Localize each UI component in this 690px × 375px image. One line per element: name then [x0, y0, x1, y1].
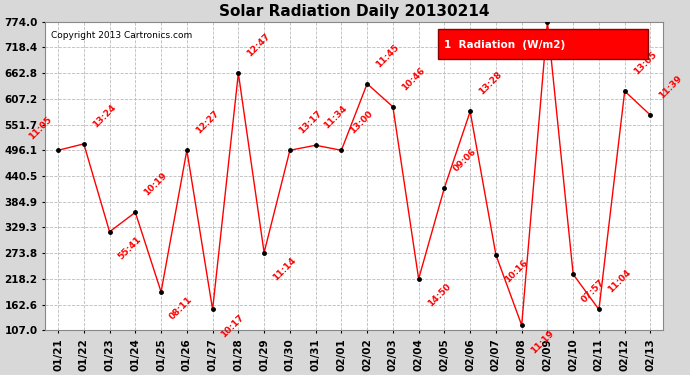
Text: 08:11: 08:11 — [168, 295, 195, 322]
Text: 11:39: 11:39 — [658, 74, 684, 100]
Text: 12:27: 12:27 — [194, 109, 221, 136]
Text: 10:17: 10:17 — [219, 313, 246, 339]
Text: 13:24: 13:24 — [91, 102, 117, 129]
Text: 09:06: 09:06 — [451, 147, 478, 173]
Text: 11:04: 11:04 — [606, 268, 633, 295]
Text: 13:00: 13:00 — [348, 109, 375, 136]
Text: 07:57: 07:57 — [580, 278, 607, 304]
Text: 12:47: 12:47 — [246, 32, 272, 58]
Text: 13:05: 13:05 — [631, 50, 658, 76]
Text: 13:17: 13:17 — [297, 109, 324, 136]
FancyBboxPatch shape — [437, 29, 648, 59]
Text: Copyright 2013 Cartronics.com: Copyright 2013 Cartronics.com — [51, 31, 193, 40]
Text: 11:45: 11:45 — [374, 42, 401, 69]
Text: 1  Radiation  (W/m2): 1 Radiation (W/m2) — [444, 40, 565, 50]
Text: 11:05: 11:05 — [28, 115, 54, 141]
Title: Solar Radiation Daily 20130214: Solar Radiation Daily 20130214 — [219, 4, 489, 19]
Text: 10:46: 10:46 — [400, 66, 426, 92]
Text: 10:16: 10:16 — [503, 258, 529, 285]
Text: 11:19: 11:19 — [529, 328, 555, 355]
Text: 10:19: 10:19 — [142, 171, 169, 198]
Text: 55:41: 55:41 — [117, 235, 144, 261]
Text: 13:28: 13:28 — [477, 70, 504, 97]
Text: 11:14: 11:14 — [271, 256, 298, 282]
Text: 11:34: 11:34 — [322, 104, 349, 130]
Text: 14:50: 14:50 — [426, 282, 452, 309]
